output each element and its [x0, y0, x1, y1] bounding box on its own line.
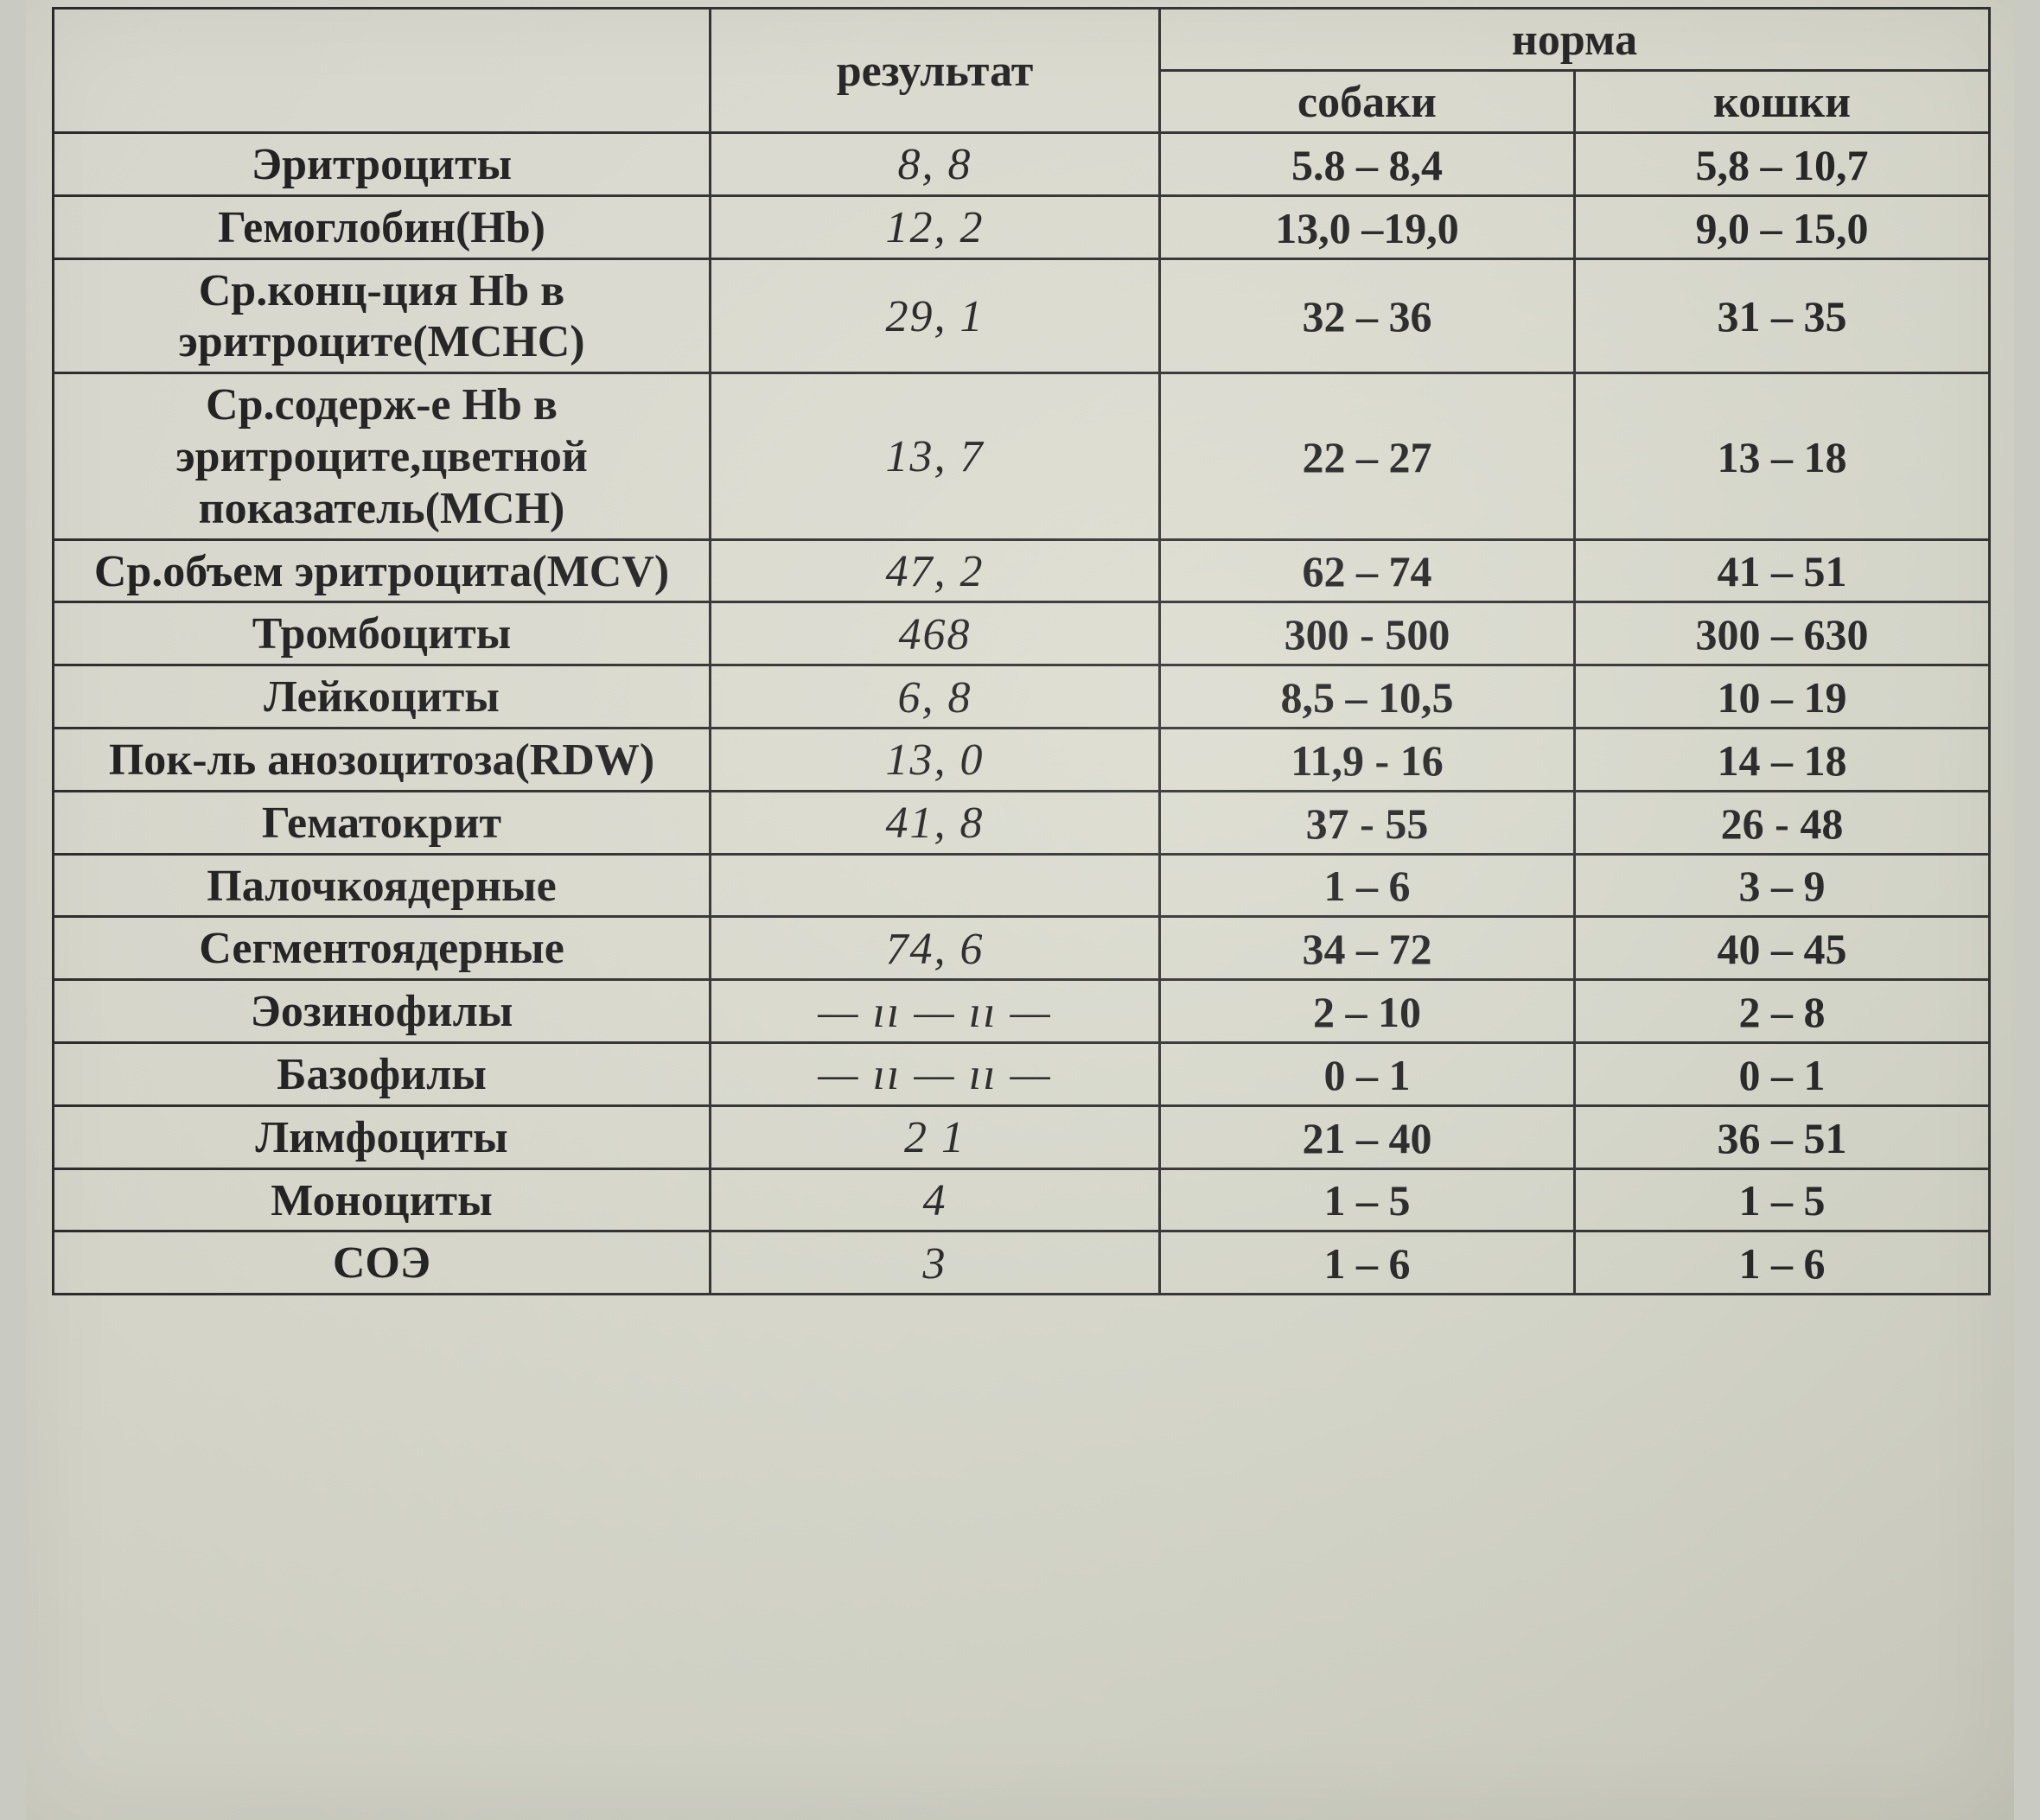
result-cell: 29, 1 — [711, 258, 1160, 373]
param-cell: Ср.объем эритроцита(MCV) — [54, 539, 711, 602]
norm-cat-cell: 5,8 – 10,7 — [1575, 133, 1990, 196]
norm-cat-cell: 9,0 – 15,0 — [1575, 195, 1990, 258]
table-row: Ср.объем эритроцита(MCV)47, 262 – 7441 –… — [54, 539, 1990, 602]
table-row: Эритроциты8, 85.8 – 8,45,8 – 10,7 — [54, 133, 1990, 196]
norm-cat-cell: 10 – 19 — [1575, 665, 1990, 729]
norm-cat-cell: 300 – 630 — [1575, 602, 1990, 665]
param-cell: Сегментоядерные — [54, 917, 711, 980]
param-cell: Ср.содерж-е Hb в эритроците,цветной пока… — [54, 373, 711, 539]
param-cell: Гемоглобин(Hb) — [54, 195, 711, 258]
result-cell: 47, 2 — [711, 539, 1160, 602]
table-row: Моноциты41 – 51 – 5 — [54, 1168, 1990, 1231]
norm-dog-cell: 21 – 40 — [1160, 1105, 1575, 1168]
param-cell: Тромбоциты — [54, 602, 711, 665]
result-cell: — ıı — ıı — — [711, 1042, 1160, 1105]
result-cell: 12, 2 — [711, 195, 1160, 258]
norm-dog-cell: 2 – 10 — [1160, 980, 1575, 1043]
result-cell: 74, 6 — [711, 917, 1160, 980]
norm-cat-cell: 0 – 1 — [1575, 1042, 1990, 1105]
norm-cat-cell: 41 – 51 — [1575, 539, 1990, 602]
result-cell: 41, 8 — [711, 791, 1160, 854]
norm-cat-cell: 26 - 48 — [1575, 791, 1990, 854]
table-row: Ср.конц-ция Hb в эритроците(MCHC)29, 132… — [54, 258, 1990, 373]
result-cell: 6, 8 — [711, 665, 1160, 729]
header-dogs: собаки — [1160, 71, 1575, 133]
norm-dog-cell: 22 – 27 — [1160, 373, 1575, 539]
norm-dog-cell: 13,0 –19,0 — [1160, 195, 1575, 258]
norm-dog-cell: 1 – 5 — [1160, 1168, 1575, 1231]
norm-cat-cell: 40 – 45 — [1575, 917, 1990, 980]
paper-sheet: результат норма собаки кошки Эритроциты8… — [26, 0, 2014, 1820]
norm-cat-cell: 1 – 5 — [1575, 1168, 1990, 1231]
table-row: СОЭ31 – 61 – 6 — [54, 1231, 1990, 1295]
norm-dog-cell: 34 – 72 — [1160, 917, 1575, 980]
norm-dog-cell: 11,9 - 16 — [1160, 728, 1575, 791]
param-cell: Гематокрит — [54, 791, 711, 854]
table-row: Пок-ль анозоцитоза(RDW)13, 011,9 - 1614 … — [54, 728, 1990, 791]
result-cell — [711, 854, 1160, 917]
param-cell: Лимфоциты — [54, 1105, 711, 1168]
param-cell: СОЭ — [54, 1231, 711, 1295]
result-cell: 8, 8 — [711, 133, 1160, 196]
table-row: Гемоглобин(Hb)12, 213,0 –19,09,0 – 15,0 — [54, 195, 1990, 258]
norm-dog-cell: 5.8 – 8,4 — [1160, 133, 1575, 196]
table-row: Лимфоциты2 121 – 4036 – 51 — [54, 1105, 1990, 1168]
param-cell: Эритроциты — [54, 133, 711, 196]
param-cell: Лейкоциты — [54, 665, 711, 729]
result-cell: 13, 0 — [711, 728, 1160, 791]
norm-cat-cell: 13 – 18 — [1575, 373, 1990, 539]
param-cell: Моноциты — [54, 1168, 711, 1231]
result-cell: 3 — [711, 1231, 1160, 1295]
norm-dog-cell: 37 - 55 — [1160, 791, 1575, 854]
norm-dog-cell: 1 – 6 — [1160, 854, 1575, 917]
param-cell: Эозинофилы — [54, 980, 711, 1043]
table-row: Гематокрит41, 837 - 5526 - 48 — [54, 791, 1990, 854]
param-cell: Палочкоядерные — [54, 854, 711, 917]
norm-dog-cell: 8,5 – 10,5 — [1160, 665, 1575, 729]
norm-cat-cell: 14 – 18 — [1575, 728, 1990, 791]
result-cell: 2 1 — [711, 1105, 1160, 1168]
table-header: результат норма собаки кошки — [54, 9, 1990, 133]
norm-cat-cell: 2 – 8 — [1575, 980, 1990, 1043]
norm-dog-cell: 1 – 6 — [1160, 1231, 1575, 1295]
header-cats: кошки — [1575, 71, 1990, 133]
norm-cat-cell: 3 – 9 — [1575, 854, 1990, 917]
param-cell: Базофилы — [54, 1042, 711, 1105]
table-row: Лейкоциты6, 88,5 – 10,510 – 19 — [54, 665, 1990, 729]
result-cell: — ıı — ıı — — [711, 980, 1160, 1043]
header-blank — [54, 9, 711, 133]
header-result: результат — [711, 9, 1160, 133]
table-row: Базофилы— ıı — ıı —0 – 10 – 1 — [54, 1042, 1990, 1105]
norm-dog-cell: 32 – 36 — [1160, 258, 1575, 373]
blood-test-table: результат норма собаки кошки Эритроциты8… — [52, 7, 1991, 1295]
table-row: Ср.содерж-е Hb в эритроците,цветной пока… — [54, 373, 1990, 539]
table-row: Эозинофилы— ıı — ıı —2 – 102 – 8 — [54, 980, 1990, 1043]
norm-dog-cell: 62 – 74 — [1160, 539, 1575, 602]
norm-cat-cell: 31 – 35 — [1575, 258, 1990, 373]
param-cell: Ср.конц-ция Hb в эритроците(MCHC) — [54, 258, 711, 373]
result-cell: 4 — [711, 1168, 1160, 1231]
header-norm: норма — [1160, 9, 1990, 71]
table-row: Сегментоядерные74, 634 – 7240 – 45 — [54, 917, 1990, 980]
norm-dog-cell: 300 - 500 — [1160, 602, 1575, 665]
result-cell: 13, 7 — [711, 373, 1160, 539]
table-row: Тромбоциты468300 - 500300 – 630 — [54, 602, 1990, 665]
table-row: Палочкоядерные 1 – 63 – 9 — [54, 854, 1990, 917]
norm-dog-cell: 0 – 1 — [1160, 1042, 1575, 1105]
norm-cat-cell: 36 – 51 — [1575, 1105, 1990, 1168]
result-cell: 468 — [711, 602, 1160, 665]
norm-cat-cell: 1 – 6 — [1575, 1231, 1990, 1295]
table-body: Эритроциты8, 85.8 – 8,45,8 – 10,7Гемогло… — [54, 133, 1990, 1295]
param-cell: Пок-ль анозоцитоза(RDW) — [54, 728, 711, 791]
